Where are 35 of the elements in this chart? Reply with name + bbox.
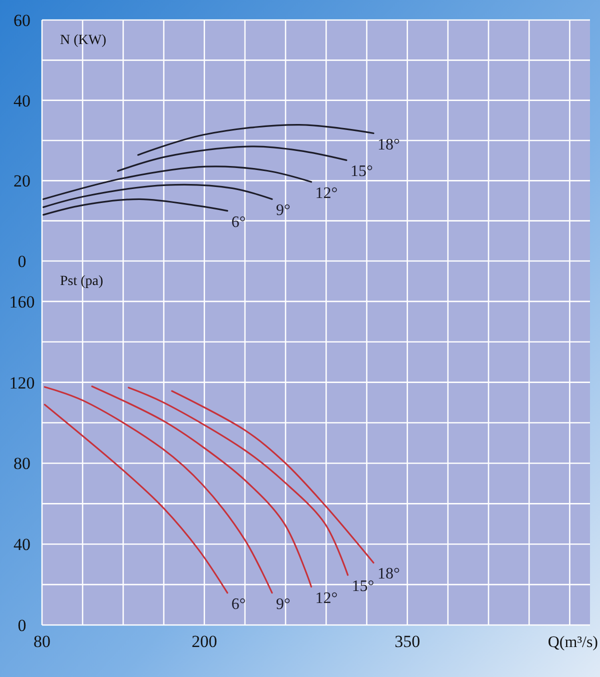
series-label: 15° <box>350 163 373 180</box>
y-tick-label: 80 <box>14 454 30 474</box>
line-series <box>42 198 228 216</box>
line-series <box>42 166 312 200</box>
line-series <box>137 124 374 156</box>
y-tick-label: 40 <box>14 91 30 110</box>
y-axis-title: N (KW) <box>60 33 107 48</box>
series-label: 18° <box>378 136 400 154</box>
series-label: 12° <box>315 184 338 202</box>
line-series <box>44 404 228 594</box>
x-tick-label: 350 <box>394 632 420 651</box>
y-tick-label: 20 <box>14 172 30 191</box>
line-series <box>42 184 273 208</box>
line-series <box>171 390 374 564</box>
y-tick-label: 60 <box>14 10 30 30</box>
series-label: 6° <box>231 214 246 231</box>
line-series <box>116 146 348 172</box>
x-axis-title: Q(m³/s) <box>548 634 598 651</box>
y-tick-label: 0 <box>18 616 26 635</box>
y-axis-title: Pst (pa) <box>60 274 104 289</box>
series-label: 9° <box>276 202 290 220</box>
series-label: 9° <box>276 596 290 613</box>
series-label: 6° <box>231 596 246 613</box>
y-tick-label: 40 <box>14 535 30 554</box>
line-series <box>128 386 349 576</box>
y-tick-label: 120 <box>9 373 35 392</box>
y-tick-label: 160 <box>9 292 35 312</box>
series-label: 12° <box>315 590 338 607</box>
x-tick-label: 200 <box>192 632 218 651</box>
line-series <box>44 386 273 594</box>
y-tick-label: 0 <box>18 252 26 271</box>
x-tick-label: 80 <box>34 632 50 651</box>
series-label: 15° <box>352 578 374 596</box>
series-label: 18° <box>378 566 400 583</box>
line-series <box>91 386 312 588</box>
